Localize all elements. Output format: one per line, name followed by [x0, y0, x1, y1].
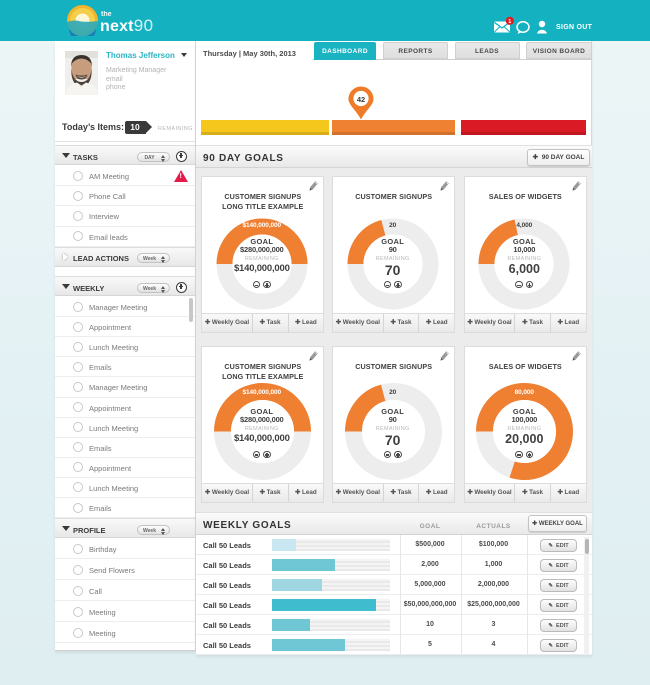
svg-text:1: 1: [508, 19, 511, 25]
